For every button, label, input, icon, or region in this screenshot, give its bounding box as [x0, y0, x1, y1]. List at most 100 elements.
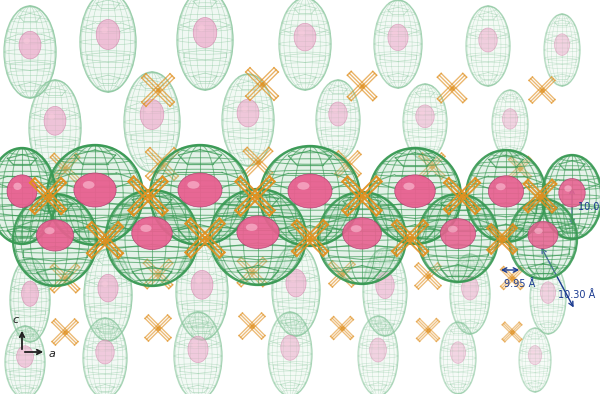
Text: a: a: [49, 349, 56, 359]
Ellipse shape: [100, 346, 105, 351]
Ellipse shape: [37, 220, 73, 251]
Ellipse shape: [5, 326, 45, 394]
Ellipse shape: [29, 80, 81, 176]
Ellipse shape: [388, 24, 408, 50]
Ellipse shape: [47, 145, 143, 245]
Ellipse shape: [392, 30, 398, 36]
Ellipse shape: [298, 182, 310, 190]
Ellipse shape: [98, 274, 118, 302]
Ellipse shape: [466, 6, 510, 86]
Ellipse shape: [178, 173, 222, 207]
Ellipse shape: [101, 27, 108, 33]
Ellipse shape: [376, 272, 394, 299]
Ellipse shape: [479, 28, 497, 52]
Ellipse shape: [279, 0, 331, 90]
Ellipse shape: [222, 74, 274, 166]
Ellipse shape: [150, 145, 250, 245]
Ellipse shape: [299, 30, 305, 36]
Ellipse shape: [237, 99, 259, 127]
Ellipse shape: [488, 176, 524, 207]
Ellipse shape: [24, 38, 30, 44]
Ellipse shape: [440, 219, 476, 249]
Ellipse shape: [13, 194, 97, 286]
Ellipse shape: [343, 218, 382, 249]
Ellipse shape: [83, 318, 127, 394]
Ellipse shape: [565, 185, 572, 192]
Ellipse shape: [19, 31, 41, 59]
Ellipse shape: [237, 216, 279, 249]
Ellipse shape: [187, 181, 199, 189]
Ellipse shape: [44, 227, 55, 234]
Ellipse shape: [210, 189, 306, 285]
Ellipse shape: [557, 39, 562, 44]
Ellipse shape: [290, 276, 296, 282]
Ellipse shape: [132, 217, 172, 249]
Ellipse shape: [84, 249, 132, 341]
Ellipse shape: [140, 100, 164, 130]
Ellipse shape: [440, 322, 476, 394]
Ellipse shape: [544, 287, 548, 292]
Ellipse shape: [246, 224, 257, 231]
Ellipse shape: [193, 17, 217, 48]
Ellipse shape: [0, 148, 56, 244]
Ellipse shape: [268, 312, 312, 394]
Ellipse shape: [363, 248, 407, 336]
Ellipse shape: [332, 108, 338, 113]
Ellipse shape: [10, 258, 50, 342]
Ellipse shape: [20, 351, 25, 356]
Ellipse shape: [358, 316, 398, 394]
Ellipse shape: [196, 277, 202, 284]
Ellipse shape: [191, 270, 213, 299]
Ellipse shape: [192, 342, 198, 348]
Ellipse shape: [369, 148, 461, 244]
Ellipse shape: [17, 346, 34, 367]
Ellipse shape: [83, 181, 94, 189]
Ellipse shape: [174, 312, 222, 394]
Ellipse shape: [288, 174, 332, 208]
Ellipse shape: [509, 199, 577, 279]
Ellipse shape: [260, 146, 360, 246]
Ellipse shape: [242, 106, 248, 112]
Ellipse shape: [559, 178, 585, 207]
Ellipse shape: [373, 344, 378, 349]
Ellipse shape: [454, 347, 458, 352]
Ellipse shape: [519, 328, 551, 392]
Ellipse shape: [374, 0, 422, 88]
Ellipse shape: [294, 23, 316, 51]
Ellipse shape: [502, 109, 518, 129]
Text: 10.30 Å: 10.30 Å: [558, 290, 595, 300]
Ellipse shape: [96, 19, 120, 50]
Ellipse shape: [416, 105, 434, 128]
Ellipse shape: [74, 173, 116, 207]
Ellipse shape: [461, 276, 478, 300]
Ellipse shape: [286, 269, 306, 297]
Text: 9.95 Å: 9.95 Å: [504, 279, 535, 289]
Ellipse shape: [13, 183, 22, 190]
Ellipse shape: [351, 225, 362, 232]
Ellipse shape: [198, 25, 205, 32]
Ellipse shape: [395, 175, 435, 208]
Ellipse shape: [140, 225, 151, 232]
Ellipse shape: [281, 335, 299, 360]
Ellipse shape: [96, 340, 114, 364]
Ellipse shape: [448, 226, 458, 232]
Ellipse shape: [188, 336, 208, 362]
Ellipse shape: [531, 350, 535, 355]
Ellipse shape: [466, 150, 546, 242]
Ellipse shape: [418, 194, 498, 282]
Ellipse shape: [80, 0, 136, 92]
Text: c: c: [13, 315, 19, 325]
Ellipse shape: [7, 175, 37, 208]
Ellipse shape: [492, 90, 528, 158]
Ellipse shape: [329, 102, 347, 126]
Ellipse shape: [554, 34, 569, 56]
Ellipse shape: [380, 279, 385, 284]
Ellipse shape: [22, 281, 38, 306]
Ellipse shape: [177, 0, 233, 90]
Ellipse shape: [403, 84, 447, 160]
Ellipse shape: [419, 110, 425, 115]
Ellipse shape: [450, 254, 490, 334]
Ellipse shape: [49, 113, 55, 120]
Ellipse shape: [272, 244, 320, 336]
Ellipse shape: [451, 342, 466, 363]
